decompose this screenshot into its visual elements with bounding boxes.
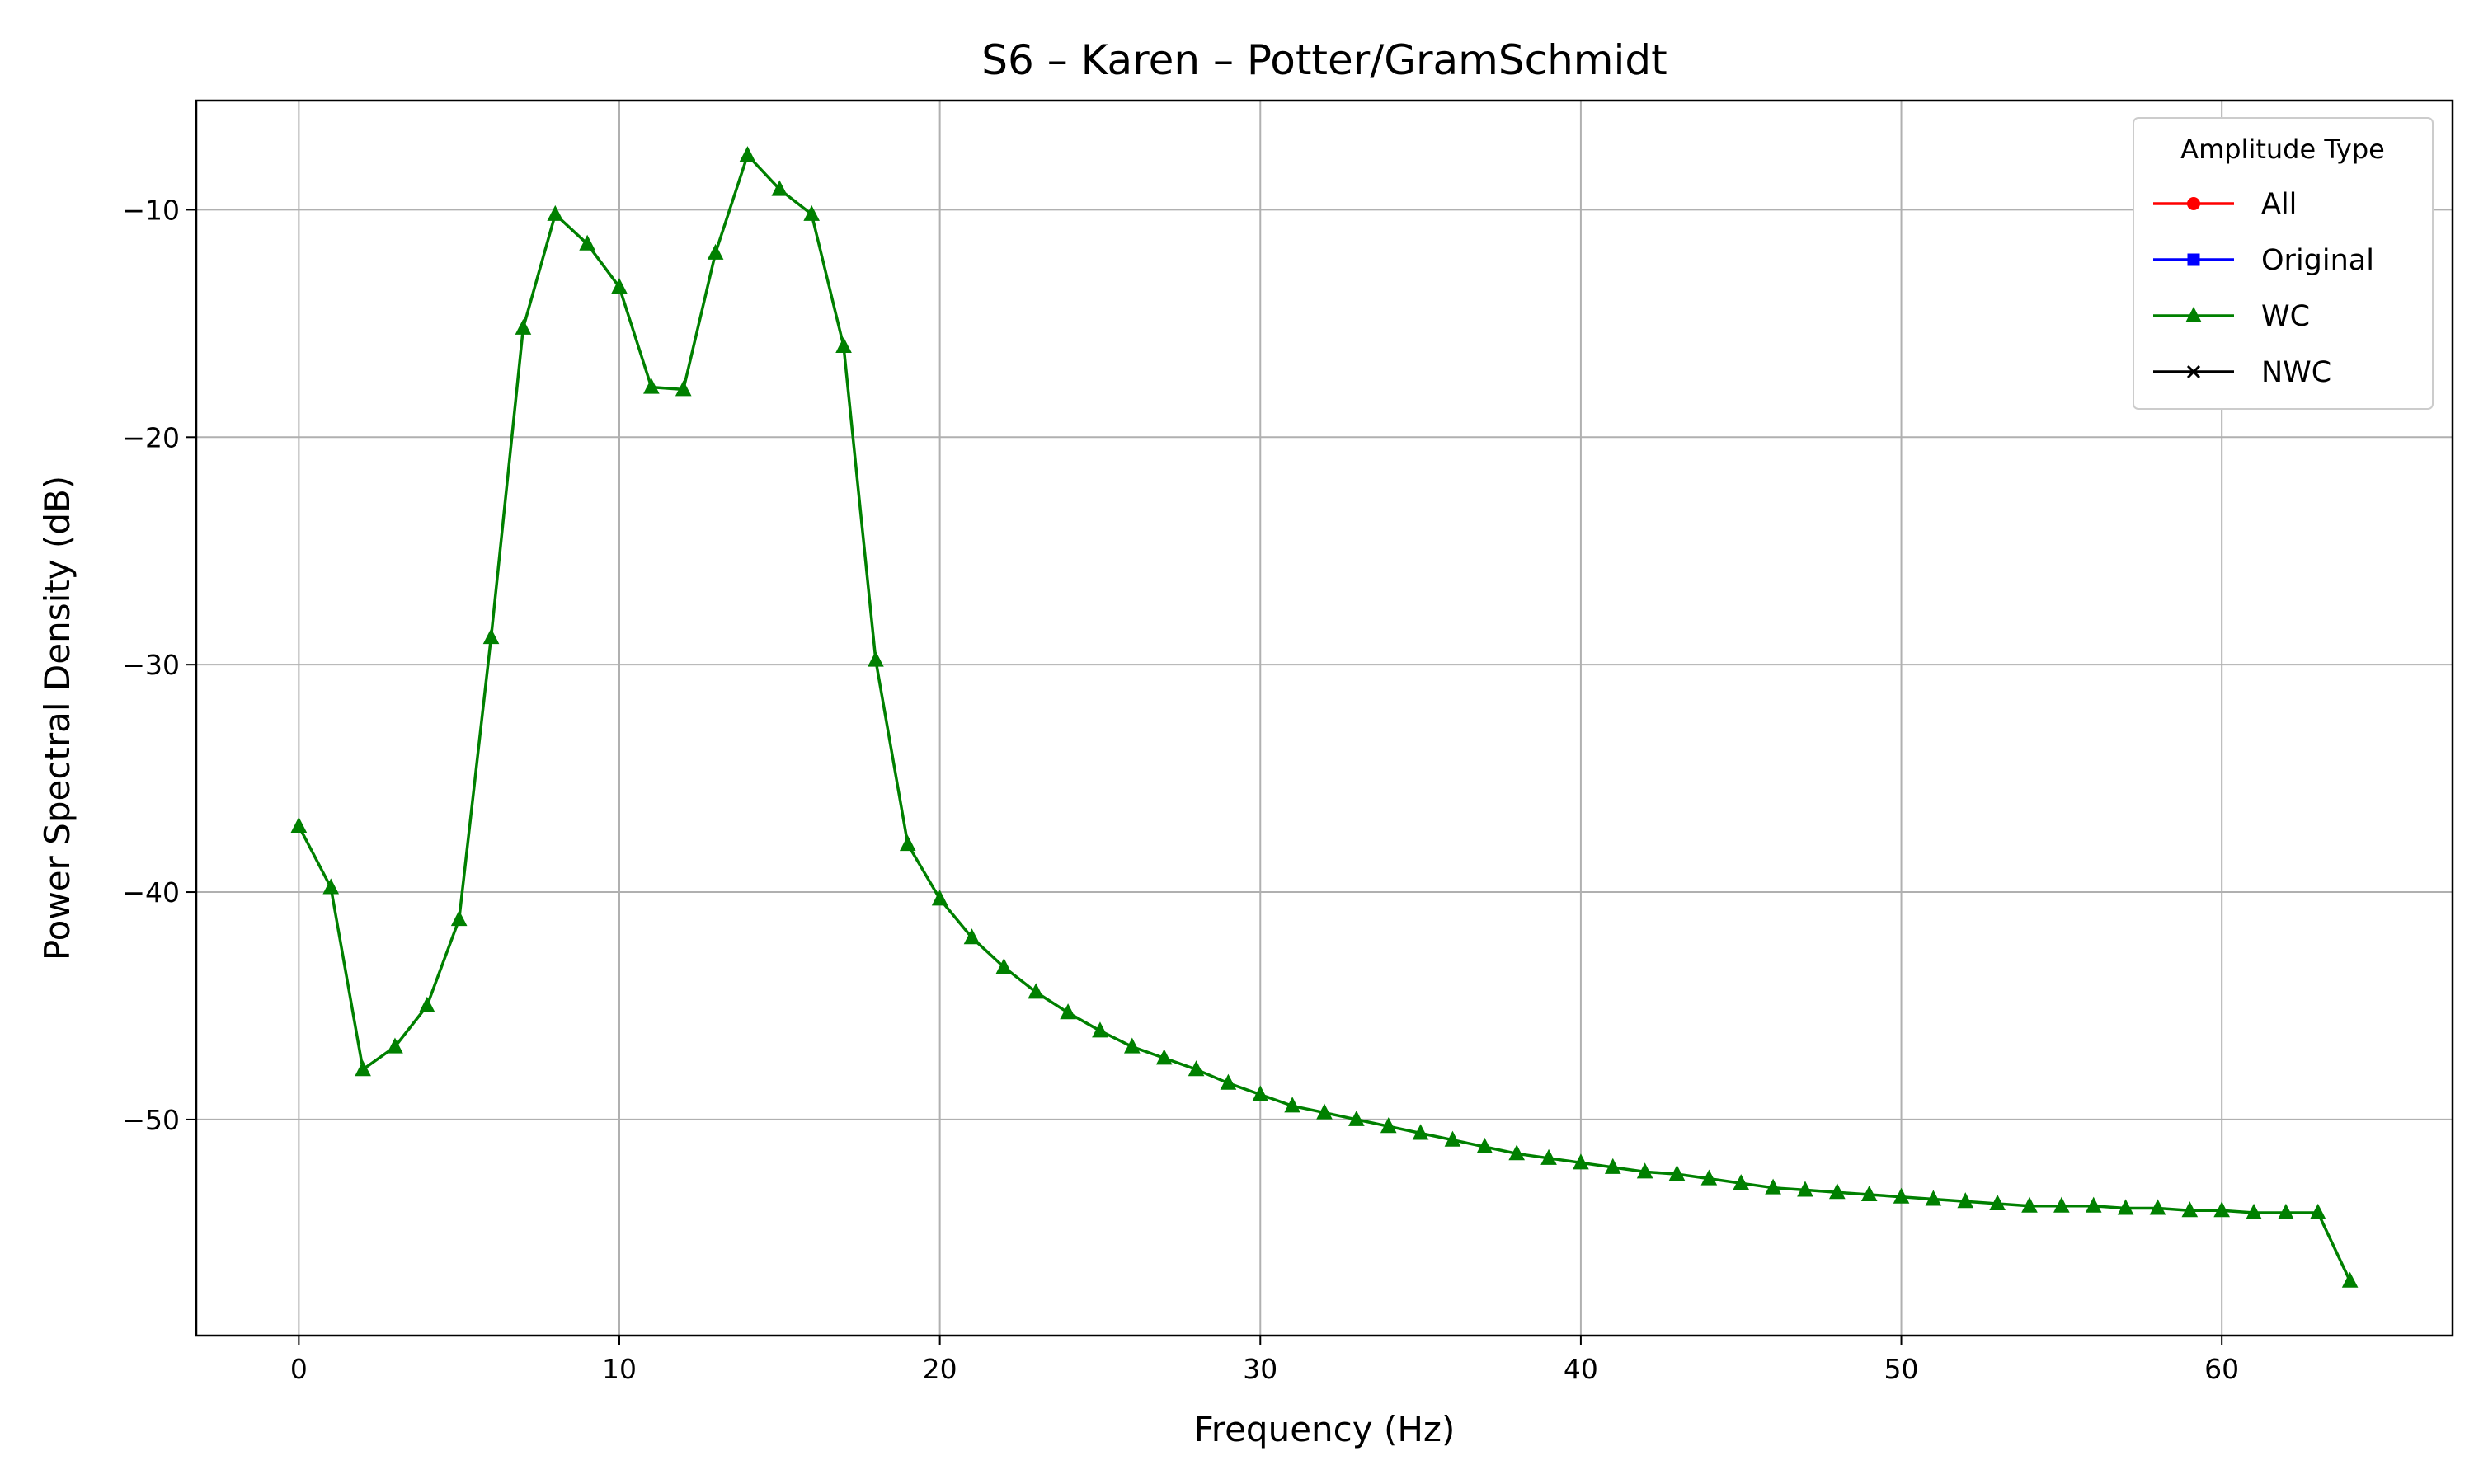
data-point <box>771 180 788 196</box>
data-point <box>739 146 756 162</box>
data-point <box>1380 1117 1397 1134</box>
chart-title: S6 – Karen – Potter/GramSchmidt <box>981 36 1667 84</box>
data-point <box>1733 1174 1750 1190</box>
data-point <box>322 878 340 895</box>
data-point <box>2341 1271 2359 1288</box>
legend-marker-all <box>2187 197 2200 210</box>
y-tick-label: −20 <box>122 421 180 453</box>
data-point <box>1348 1110 1365 1126</box>
data-point <box>2117 1199 2134 1215</box>
data-point <box>2149 1199 2166 1215</box>
x-tick-label: 10 <box>602 1353 637 1385</box>
legend-entries: All Original WC NWC <box>2153 188 2374 389</box>
data-point <box>1060 1003 1076 1020</box>
data-point <box>2278 1203 2294 1220</box>
y-axis-label: Power Spectral Density (dB) <box>37 476 78 960</box>
y-tick-label: −30 <box>122 649 180 681</box>
data-point <box>2021 1196 2038 1213</box>
data-point <box>2246 1203 2262 1220</box>
data-point <box>2181 1201 2199 1218</box>
data-point <box>611 278 628 294</box>
data-point <box>290 816 308 834</box>
data-point <box>1540 1148 1557 1165</box>
data-point <box>1925 1190 1942 1206</box>
y-tick-label: −40 <box>122 876 180 909</box>
data-point <box>803 204 821 221</box>
data-point <box>1860 1185 1878 1201</box>
data-point <box>675 380 692 397</box>
data-point <box>1797 1181 1813 1197</box>
data-point <box>1765 1178 1781 1195</box>
legend-marker-original <box>2187 253 2200 266</box>
data-point <box>1828 1183 1846 1200</box>
legend-label-wc: WC <box>2261 300 2310 333</box>
legend-title: Amplitude Type <box>2180 134 2385 165</box>
data-point <box>1700 1169 1718 1186</box>
data-point <box>482 627 500 645</box>
data-point <box>995 957 1013 974</box>
data-point <box>1636 1162 1653 1179</box>
legend: Amplitude Type All Original WC NWC <box>2133 117 2434 410</box>
x-tick-label: 30 <box>1243 1353 1277 1385</box>
data-point <box>1668 1165 1686 1181</box>
legend-label-nwc: NWC <box>2261 356 2331 389</box>
data-point <box>1604 1158 1621 1174</box>
x-tick-label: 60 <box>2204 1353 2239 1385</box>
series-layer <box>290 146 2359 1288</box>
data-point <box>579 234 595 251</box>
data-point <box>1028 983 1045 999</box>
data-point <box>835 336 852 353</box>
data-point <box>2053 1196 2070 1213</box>
data-point <box>1123 1037 1141 1054</box>
data-point <box>418 996 435 1012</box>
data-point <box>2309 1203 2326 1220</box>
data-point <box>515 318 532 335</box>
data-point <box>1508 1144 1526 1161</box>
y-tick-label: −50 <box>122 1104 180 1136</box>
data-point <box>387 1037 403 1054</box>
x-tick-label: 50 <box>1884 1353 1919 1385</box>
data-point <box>1220 1073 1237 1090</box>
data-point <box>1412 1124 1429 1140</box>
legend-label-all: All <box>2261 188 2297 221</box>
data-point <box>931 890 948 906</box>
y-tick-label: −10 <box>122 194 180 226</box>
data-point <box>643 378 660 394</box>
data-point <box>1573 1153 1589 1170</box>
data-point <box>1092 1021 1108 1038</box>
data-point <box>1989 1194 2006 1210</box>
data-point <box>1252 1085 1269 1101</box>
data-point <box>2213 1201 2231 1218</box>
data-point <box>1957 1192 1974 1209</box>
x-axis-label: Frequency (Hz) <box>1194 1409 1456 1449</box>
data-point <box>1188 1060 1205 1077</box>
legend-label-original: Original <box>2261 244 2374 277</box>
x-tick-label: 40 <box>1564 1353 1598 1385</box>
data-point <box>1893 1187 1910 1204</box>
data-point <box>1476 1137 1493 1154</box>
data-point <box>355 1060 371 1077</box>
legend-box <box>2133 117 2434 410</box>
data-point <box>2085 1196 2102 1213</box>
data-point <box>450 910 468 927</box>
legend-marker-nwc <box>2186 364 2201 379</box>
x-tick-label: 0 <box>290 1353 308 1385</box>
grid-layer <box>196 101 2453 1336</box>
data-point <box>547 204 564 221</box>
x-tick-label: 20 <box>923 1353 957 1385</box>
data-point <box>868 650 884 667</box>
data-point <box>899 835 916 852</box>
data-point <box>1444 1130 1461 1147</box>
tick-layer: 0 10 20 30 40 50 60 −10 −20 −30 −40 −50 <box>122 194 2239 1385</box>
data-point <box>1155 1049 1173 1065</box>
data-point <box>1284 1097 1300 1113</box>
data-point <box>963 928 981 945</box>
legend-marker-wc <box>2185 306 2202 322</box>
plot-frame <box>195 99 2454 1337</box>
data-point <box>1316 1103 1333 1120</box>
data-point <box>707 243 724 260</box>
